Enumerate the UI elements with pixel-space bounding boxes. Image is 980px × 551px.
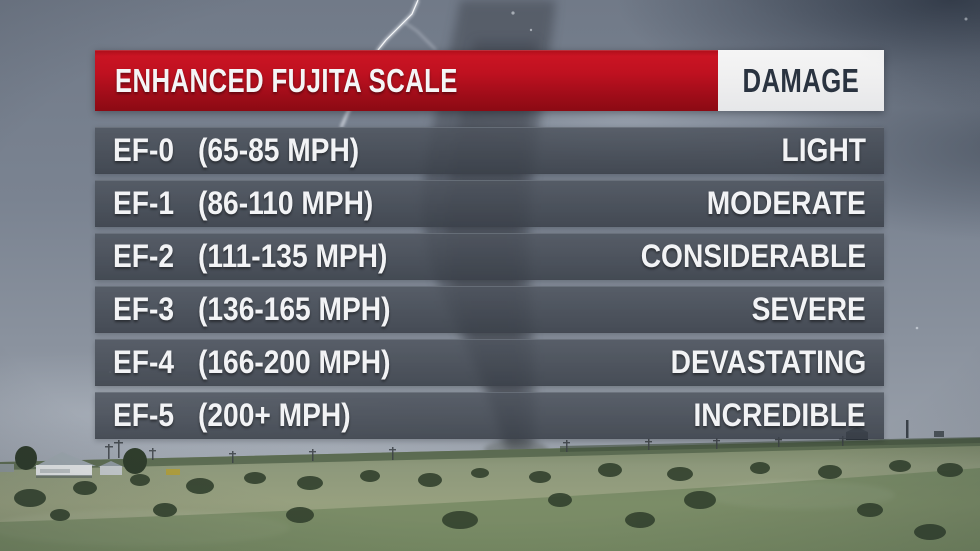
table-row: EF-3 (136-165 MPH) SEVERE — [95, 286, 884, 333]
damage-level-label: INCREDIBLE — [693, 397, 866, 433]
damage-column-header: DAMAGE — [718, 50, 884, 111]
ef-rating-label: EF-2 — [113, 238, 175, 274]
ef-rating-label: EF-1 — [113, 185, 175, 221]
power-poles — [105, 436, 846, 463]
damage-level-label: DEVASTATING — [670, 344, 866, 380]
table-row: EF-5 (200+ MPH) INCREDIBLE — [95, 392, 884, 439]
table-title: ENHANCED FUJITA SCALE — [115, 61, 458, 99]
wind-speed-range: (200+ MPH) — [198, 397, 351, 433]
farmhouse — [0, 446, 180, 478]
table-row: EF-0 (65-85 MPH) LIGHT — [95, 127, 884, 174]
table-row: EF-2 (111-135 MPH) CONSIDERABLE — [95, 233, 884, 280]
wind-speed-range: (86-110 MPH) — [198, 185, 374, 221]
wind-speed-range: (136-165 MPH) — [198, 291, 391, 327]
ef-rating-label: EF-3 — [113, 291, 175, 327]
damage-level-label: LIGHT — [781, 132, 866, 168]
wind-speed-range: (65-85 MPH) — [198, 132, 360, 168]
damage-level-label: MODERATE — [706, 185, 866, 221]
ef-rating-label: EF-0 — [113, 132, 175, 168]
damage-level-label: SEVERE — [751, 291, 866, 327]
table-header: ENHANCED FUJITA SCALE DAMAGE — [95, 50, 884, 111]
wind-speed-range: (166-200 MPH) — [198, 344, 391, 380]
yellow-equipment — [166, 469, 180, 475]
damage-header-label: DAMAGE — [742, 61, 860, 99]
field — [0, 437, 980, 551]
title-bar: ENHANCED FUJITA SCALE — [95, 50, 718, 111]
table-row: EF-4 (166-200 MPH) DEVASTATING — [95, 339, 884, 386]
ef-rating-label: EF-4 — [113, 344, 175, 380]
shrubs — [14, 460, 963, 540]
ef-scale-table: ENHANCED FUJITA SCALE DAMAGE EF-0 (65-85… — [95, 50, 884, 445]
table-rows: EF-0 (65-85 MPH) LIGHT EF-1 (86-110 MPH)… — [95, 127, 884, 439]
damage-level-label: CONSIDERABLE — [640, 238, 866, 274]
table-row: EF-1 (86-110 MPH) MODERATE — [95, 180, 884, 227]
ef-rating-label: EF-5 — [113, 397, 175, 433]
wind-speed-range: (111-135 MPH) — [198, 238, 388, 274]
